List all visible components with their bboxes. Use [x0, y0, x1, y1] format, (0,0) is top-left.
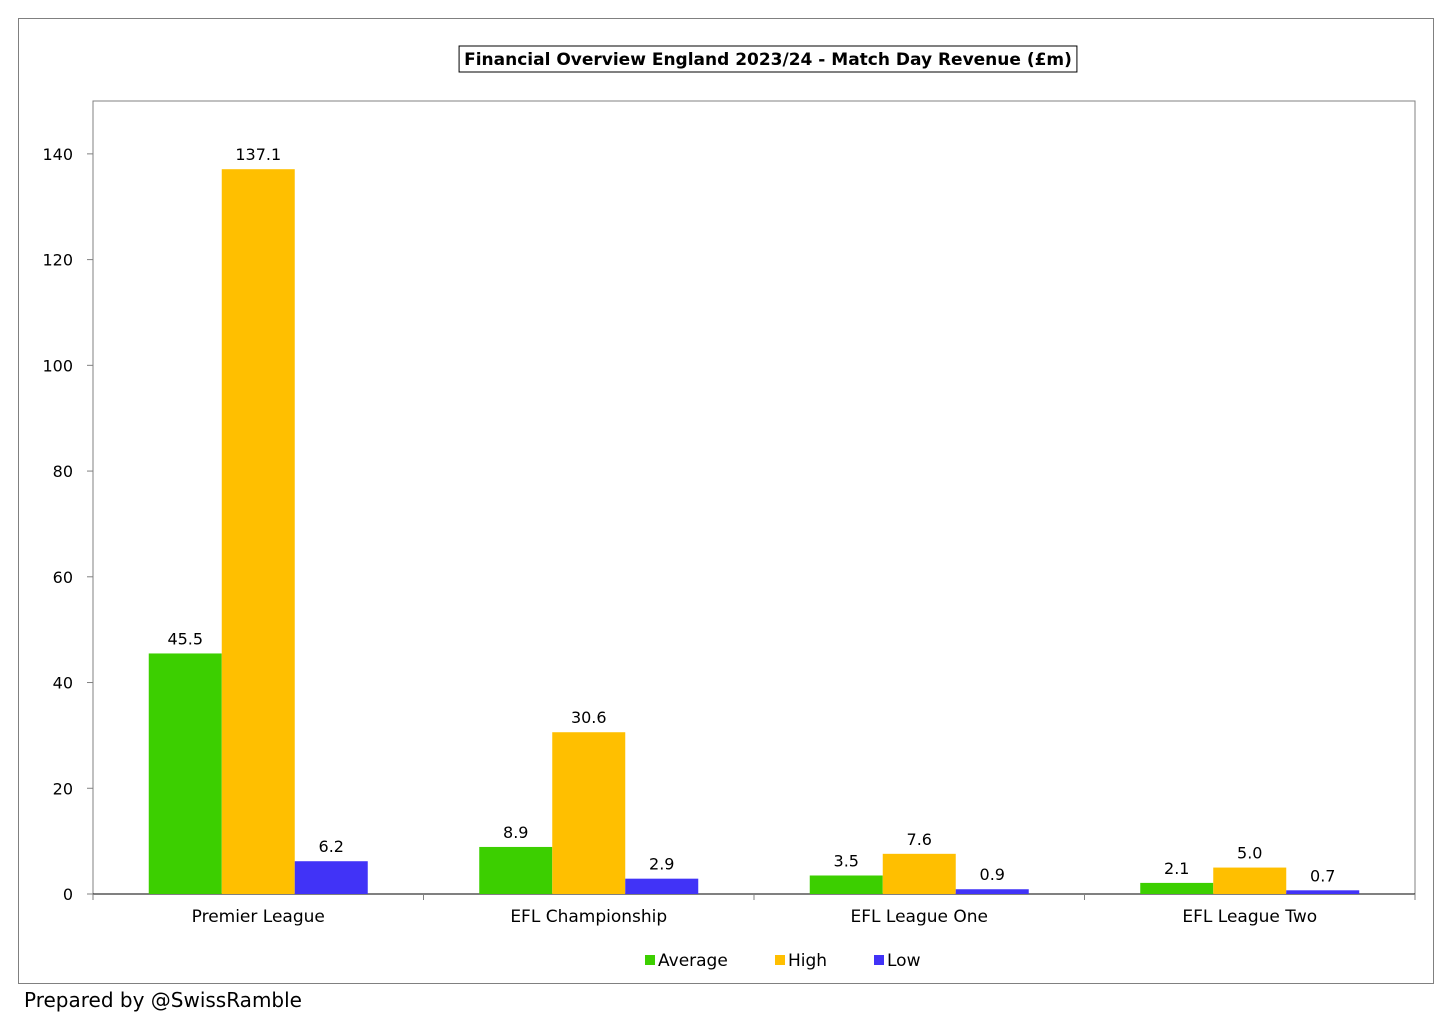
- bar-low: [294, 861, 368, 894]
- bar-high: [221, 169, 295, 894]
- data-label: 5.0: [1237, 844, 1262, 863]
- y-tick-label: 140: [42, 145, 73, 164]
- data-label: 45.5: [167, 629, 203, 648]
- bar-average: [1140, 882, 1214, 894]
- bar-low: [625, 878, 699, 894]
- data-label: 137.1: [235, 145, 281, 164]
- x-tick-label: EFL League One: [851, 907, 989, 927]
- title-box: [458, 45, 1078, 73]
- bar-average: [479, 846, 553, 894]
- bar-average: [148, 653, 222, 894]
- data-label: 0.9: [980, 865, 1005, 884]
- data-label: 2.9: [649, 855, 674, 874]
- y-tick-label: 120: [42, 251, 73, 270]
- data-label: 8.9: [503, 823, 528, 842]
- x-tick-label: EFL League Two: [1182, 907, 1317, 927]
- y-tick-label: 20: [53, 779, 73, 798]
- data-label: 0.7: [1310, 866, 1335, 885]
- bar-average: [809, 875, 883, 894]
- x-tick-label: EFL Championship: [510, 907, 667, 927]
- legend-label-low: Low: [887, 951, 921, 971]
- data-label: 30.6: [571, 708, 607, 727]
- bar-high: [882, 853, 956, 894]
- y-tick-label: 80: [53, 462, 73, 481]
- bar-high: [1213, 867, 1287, 894]
- bar-high: [552, 732, 626, 894]
- chart-title: Financial Overview England 2023/24 - Mat…: [464, 50, 1072, 70]
- legend-swatch-low: [874, 955, 884, 965]
- y-tick-label: 40: [53, 674, 73, 693]
- legend-label-high: High: [788, 951, 827, 971]
- y-tick-label: 0: [63, 885, 73, 904]
- data-label: 2.1: [1164, 859, 1189, 878]
- bar-low: [955, 889, 1029, 894]
- bar-low: [1286, 890, 1360, 894]
- chart-frame: [18, 18, 1434, 984]
- y-tick-label: 60: [53, 568, 73, 587]
- x-tick-label: Premier League: [192, 907, 325, 927]
- legend-swatch-high: [775, 955, 785, 965]
- legend-swatch-average: [645, 955, 655, 965]
- data-label: 6.2: [319, 837, 344, 856]
- credit-text: Prepared by @SwissRamble: [24, 988, 302, 1012]
- data-label: 7.6: [907, 830, 932, 849]
- legend-label-average: Average: [658, 951, 728, 971]
- data-label: 3.5: [834, 851, 859, 870]
- y-tick-label: 100: [42, 356, 73, 375]
